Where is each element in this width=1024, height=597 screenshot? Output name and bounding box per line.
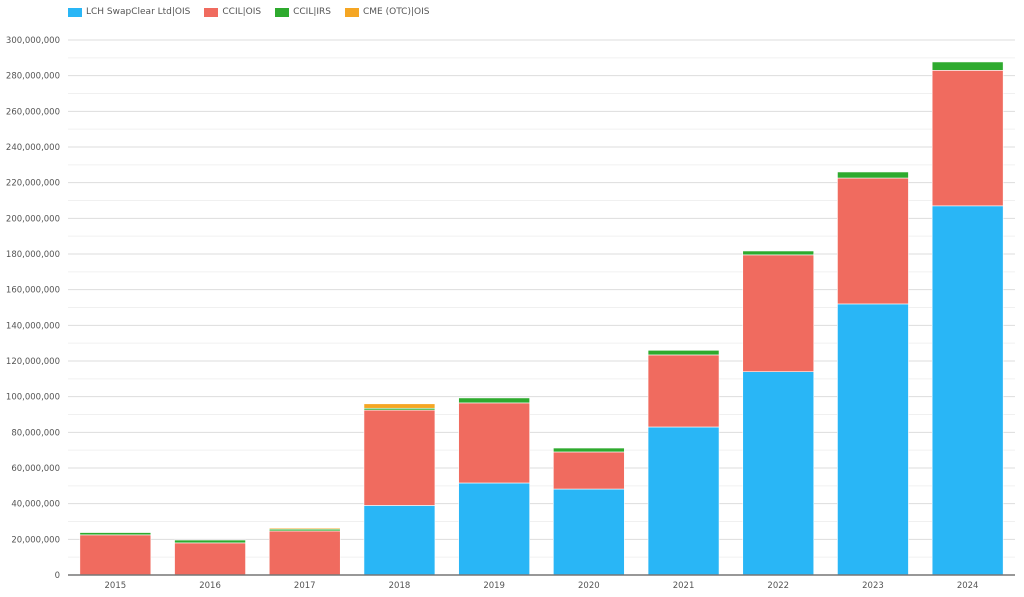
bar-segment [742,254,815,372]
x-tick-label: 2015 [105,581,127,591]
bar-segment [363,505,436,576]
legend-item-ccil-irs[interactable]: CCIL|IRS [275,7,331,17]
legend-item-cme[interactable]: CME (OTC)|OIS [345,7,429,17]
bar-segment [553,488,625,576]
y-tick-label: 40,000,000 [11,500,60,510]
bar-segment [647,354,720,428]
legend-swatch [204,7,219,17]
bar-segment [931,70,1004,207]
bar-segment [458,482,530,576]
bar-segment [931,61,1004,71]
bar-segment [174,539,246,544]
y-tick-label: 160,000,000 [6,286,60,296]
bar-segment [268,530,341,576]
legend-label: CCIL|OIS [222,7,262,17]
legend-label: CCIL|IRS [293,7,331,17]
x-tick-label: 2018 [389,581,411,591]
bar-segment [837,303,909,576]
x-tick-label: 2022 [767,581,789,591]
y-tick-label: 200,000,000 [6,214,60,224]
bar-segment [553,447,625,453]
bar-segment [174,542,246,576]
legend-label: LCH SwapClear Ltd|OIS [86,7,191,17]
x-tick-label: 2024 [957,581,979,591]
y-tick-label: 220,000,000 [6,179,60,189]
bar-segment [363,409,436,506]
y-tick-label: 0 [55,571,60,581]
y-tick-label: 80,000,000 [11,428,60,438]
bar-segment [79,532,152,536]
legend-swatch [345,7,359,17]
y-tick-label: 100,000,000 [6,393,60,403]
bar-segment [837,171,909,179]
bar-segment [458,397,530,404]
y-tick-label: 120,000,000 [6,357,60,367]
x-tick-label: 2016 [199,581,221,591]
legend-swatch [275,7,290,17]
bar-segment [742,250,815,256]
legend-swatch [68,7,82,17]
x-tick-label: 2019 [483,581,505,591]
x-tick-label: 2021 [673,581,695,591]
legend-item-lch[interactable]: LCH SwapClear Ltd|OIS [68,7,190,17]
bar-segment [363,403,436,409]
y-tick-label: 260,000,000 [6,107,60,117]
y-tick-label: 140,000,000 [6,321,60,331]
bar-segment [79,534,152,576]
y-tick-label: 280,000,000 [6,72,60,82]
bar-segment [742,371,815,576]
bar-segment [647,349,720,356]
y-tick-label: 180,000,000 [6,250,60,260]
bar-segment [647,426,720,576]
legend: LCH SwapClear Ltd|OIS CCIL|OIS CCIL|IRS … [68,7,429,17]
bar-segment [553,451,625,490]
y-tick-label: 60,000,000 [11,464,60,474]
x-tick-label: 2023 [862,581,884,591]
bar-segment [268,527,341,530]
bar-segment [458,402,530,484]
bar-segment [931,205,1004,576]
legend-label: CME (OTC)|OIS [363,7,430,17]
y-tick-label: 20,000,000 [11,535,60,545]
x-tick-label: 2017 [294,581,316,591]
legend-item-ccil-ois[interactable]: CCIL|OIS [204,7,261,17]
bar-segment [837,177,909,305]
y-tick-label: 240,000,000 [6,143,60,153]
x-tick-label: 2020 [578,581,600,591]
y-tick-label: 300,000,000 [6,36,60,46]
